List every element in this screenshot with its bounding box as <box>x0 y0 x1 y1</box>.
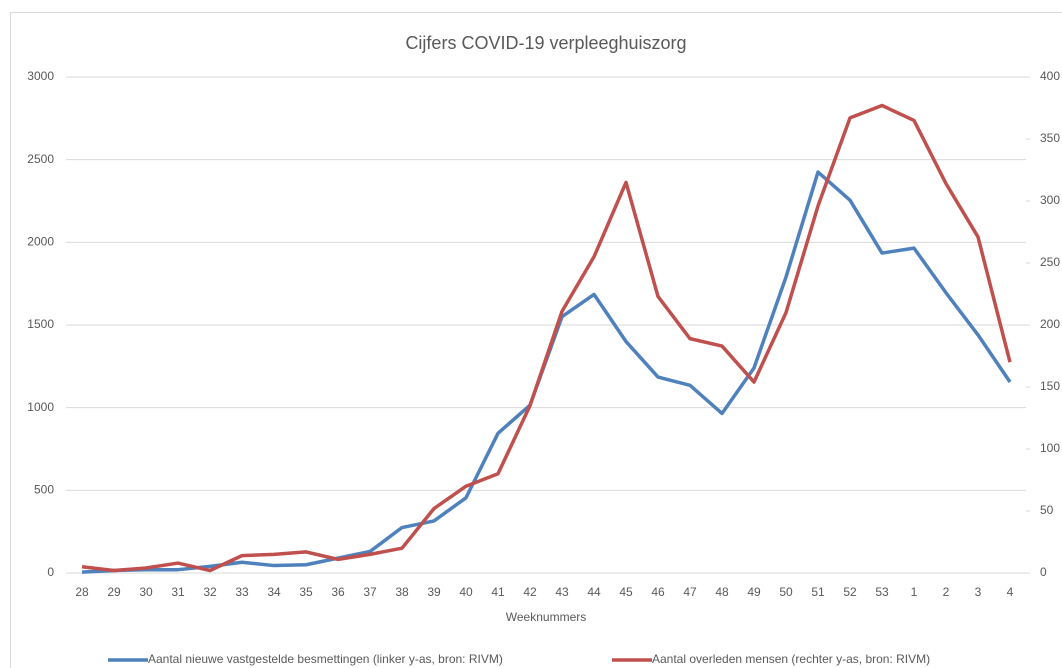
x-tick-label: 42 <box>523 585 537 599</box>
x-tick-label: 52 <box>843 585 857 599</box>
y-tick-label: 2000 <box>27 235 54 249</box>
x-tick-label: 35 <box>299 585 313 599</box>
legend-label: Aantal nieuwe vastgestelde besmettingen … <box>148 652 503 666</box>
y-tick-label: 0 <box>47 565 54 579</box>
x-axis-label: Weeknummers <box>506 610 586 624</box>
y2-tick-label: 400 <box>1040 69 1060 83</box>
x-tick-label: 38 <box>395 585 409 599</box>
y2-tick-label: 50 <box>1040 503 1054 517</box>
y2-tick-label: 250 <box>1040 255 1060 269</box>
y2-tick-label: 350 <box>1040 131 1060 145</box>
x-tick-label: 36 <box>331 585 345 599</box>
y-tick-label: 500 <box>34 483 54 497</box>
y2-tick-label: 200 <box>1040 317 1060 331</box>
x-tick-label: 47 <box>683 585 697 599</box>
x-tick-label: 2 <box>943 585 950 599</box>
x-tick-label: 30 <box>139 585 153 599</box>
x-tick-label: 49 <box>747 585 761 599</box>
x-tick-label: 29 <box>107 585 121 599</box>
x-tick-label: 32 <box>203 585 217 599</box>
x-tick-label: 33 <box>235 585 249 599</box>
chart-border <box>10 12 1062 668</box>
x-tick-label: 44 <box>587 585 601 599</box>
x-tick-label: 4 <box>1007 585 1014 599</box>
y-tick-label: 2500 <box>27 152 54 166</box>
y-tick-label: 1000 <box>27 400 54 414</box>
x-tick-label: 51 <box>811 585 825 599</box>
x-tick-label: 48 <box>715 585 729 599</box>
x-tick-label: 41 <box>491 585 505 599</box>
x-tick-label: 46 <box>651 585 665 599</box>
x-tick-label: 34 <box>267 585 281 599</box>
legend-label: Aantal overleden mensen (rechter y-as, b… <box>652 652 930 666</box>
y-tick-label: 3000 <box>27 69 54 83</box>
y-tick-label: 1500 <box>27 317 54 331</box>
y2-tick-label: 300 <box>1040 193 1060 207</box>
y2-tick-label: 100 <box>1040 441 1060 455</box>
x-tick-label: 3 <box>975 585 982 599</box>
x-tick-label: 45 <box>619 585 633 599</box>
x-tick-label: 40 <box>459 585 473 599</box>
x-tick-label: 43 <box>555 585 569 599</box>
x-tick-label: 50 <box>779 585 793 599</box>
y2-tick-label: 150 <box>1040 379 1060 393</box>
x-tick-label: 1 <box>911 585 918 599</box>
x-tick-label: 53 <box>875 585 889 599</box>
x-tick-label: 31 <box>171 585 185 599</box>
x-tick-label: 37 <box>363 585 377 599</box>
y2-tick-label: 0 <box>1040 565 1047 579</box>
chart-title: Cijfers COVID-19 verpleeghuiszorg <box>405 33 686 53</box>
x-tick-label: 39 <box>427 585 441 599</box>
x-tick-label: 28 <box>75 585 89 599</box>
data-line <box>81 103 1012 573</box>
